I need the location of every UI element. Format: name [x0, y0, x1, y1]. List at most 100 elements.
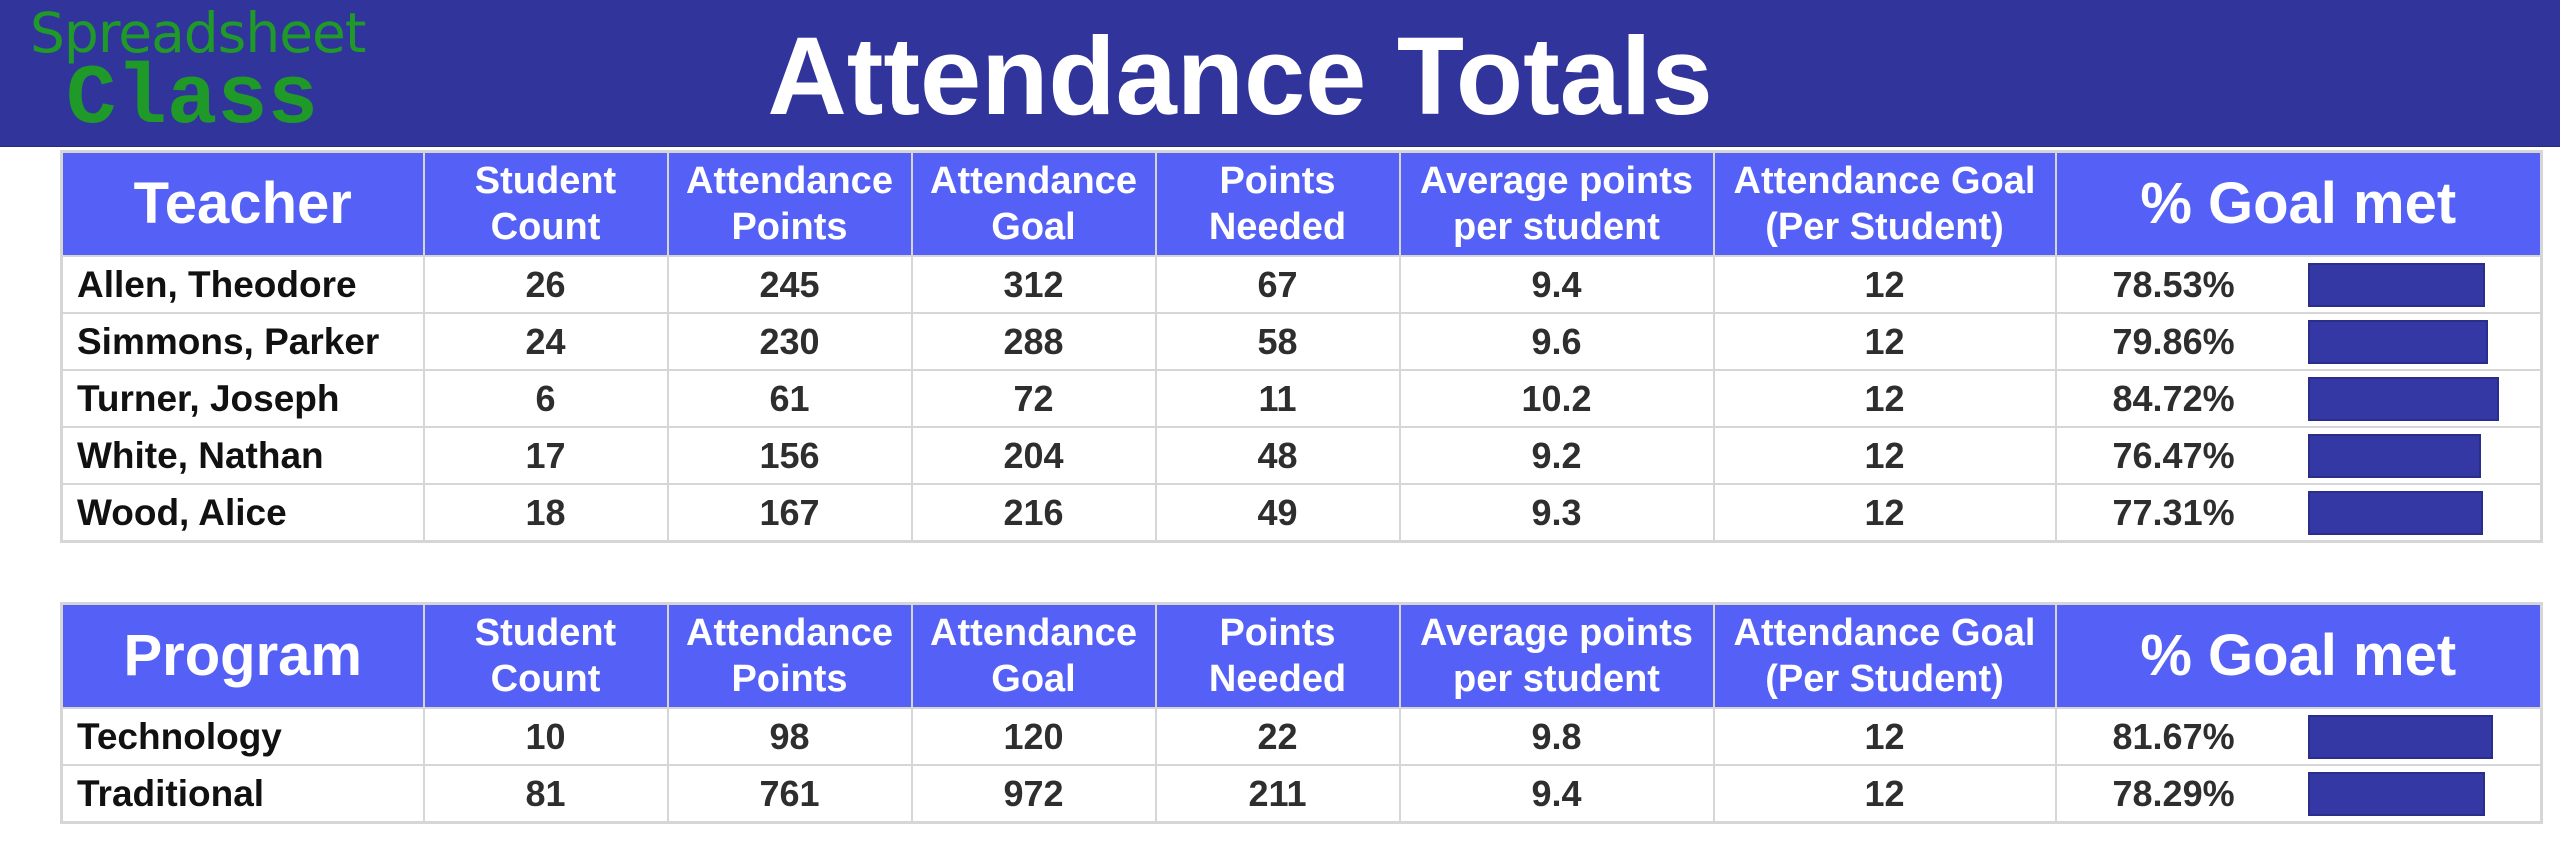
teacher-cell-pct-goal-met[interactable]: 78.53% [2054, 255, 2543, 314]
teacher-cell-name[interactable]: Allen, Theodore [60, 255, 425, 314]
teacher-table-header: Teacher Student Count Attendance Points Atten… [60, 150, 2543, 257]
teacher-row: White, Nathan 17 156 204 48 9.2 12 76.47% [60, 426, 2543, 485]
program-cell-attendance-points[interactable]: 761 [666, 764, 913, 824]
teacher-cell-attendance-points[interactable]: 61 [666, 369, 913, 428]
program-header-student-count: Student Count [422, 602, 669, 709]
teacher-table-body: Allen, Theodore 26 245 312 67 9.4 12 78.53% Simm… [60, 255, 2543, 543]
program-cell-student-count[interactable]: 10 [422, 707, 669, 766]
teacher-cell-name[interactable]: Turner, Joseph [60, 369, 425, 428]
teacher-cell-avg-points[interactable]: 9.3 [1398, 483, 1715, 543]
program-header-text: Attendance [686, 612, 893, 654]
teacher-pct-value: 79.86% [2112, 320, 2235, 362]
program-cell-attendance-points[interactable]: 98 [666, 707, 913, 766]
program-header-text: Points [1219, 612, 1336, 654]
teacher-cell-attendance-points[interactable]: 245 [666, 255, 913, 314]
teacher-cell-goal-per-student[interactable]: 12 [1712, 255, 2057, 314]
teacher-header-avg-points: Average points per student [1398, 150, 1715, 257]
teacher-cell-student-count[interactable]: 6 [422, 369, 669, 428]
program-cell-attendance-goal[interactable]: 120 [910, 707, 1157, 766]
program-cell-goal-per-student[interactable]: 12 [1712, 707, 2057, 766]
teacher-row: Turner, Joseph 6 61 72 11 10.2 12 84.72% [60, 369, 2543, 428]
teacher-cell-avg-points[interactable]: 9.4 [1398, 255, 1715, 314]
teacher-header-goal-per-student: Attendance Goal (Per Student) [1712, 150, 2057, 257]
program-cell-goal-per-student[interactable]: 12 [1712, 764, 2057, 824]
program-table-section: Program Student Count Attendance Points Atten… [60, 602, 2543, 824]
program-row: Technology 10 98 120 22 9.8 12 81.67% [60, 707, 2543, 766]
program-table-body: Technology 10 98 120 22 9.8 12 81.67% Traditiona… [60, 707, 2543, 824]
logo-text-spreadsheet: Spreadsheet [30, 1, 366, 65]
teacher-cell-goal-per-student[interactable]: 12 [1712, 312, 2057, 371]
teacher-attendance-table: Teacher Student Count Attendance Points Atten… [60, 150, 2543, 543]
teacher-row: Simmons, Parker 24 230 288 58 9.6 12 79.86% [60, 312, 2543, 371]
teacher-cell-avg-points[interactable]: 9.2 [1398, 426, 1715, 485]
teacher-cell-name[interactable]: Wood, Alice [60, 483, 425, 543]
teacher-cell-points-needed[interactable]: 49 [1154, 483, 1401, 543]
program-header-text: Student [474, 612, 617, 654]
program-header-text: Needed [1208, 658, 1347, 700]
program-goal-bar [2307, 715, 2493, 759]
teacher-cell-pct-goal-met[interactable]: 84.72% [2054, 369, 2543, 428]
program-attendance-table: Program Student Count Attendance Points Atten… [60, 602, 2543, 824]
teacher-cell-attendance-goal[interactable]: 216 [910, 483, 1157, 543]
program-header-text: Attendance Goal [1733, 612, 2036, 654]
teacher-cell-student-count[interactable]: 18 [422, 483, 669, 543]
program-cell-avg-points[interactable]: 9.8 [1398, 707, 1715, 766]
logo-text-class: Class [66, 53, 319, 148]
teacher-cell-points-needed[interactable]: 67 [1154, 255, 1401, 314]
page-title: Attendance Totals [767, 15, 1713, 138]
teacher-cell-attendance-goal[interactable]: 288 [910, 312, 1157, 371]
teacher-cell-points-needed[interactable]: 58 [1154, 312, 1401, 371]
program-header-text: (Per Student) [1765, 658, 2004, 700]
program-header-text: Goal [991, 658, 1076, 700]
program-cell-attendance-goal[interactable]: 972 [910, 764, 1157, 824]
teacher-header-points-needed: Points Needed [1154, 150, 1401, 257]
teacher-cell-attendance-goal[interactable]: 204 [910, 426, 1157, 485]
program-cell-name[interactable]: Technology [60, 707, 425, 766]
teacher-cell-points-needed[interactable]: 11 [1154, 369, 1401, 428]
teacher-goal-bar [2307, 377, 2499, 421]
teacher-cell-student-count[interactable]: 24 [422, 312, 669, 371]
program-cell-points-needed[interactable]: 211 [1154, 764, 1401, 824]
teacher-cell-attendance-goal[interactable]: 312 [910, 255, 1157, 314]
teacher-cell-pct-goal-met[interactable]: 79.86% [2054, 312, 2543, 371]
teacher-cell-student-count[interactable]: 17 [422, 426, 669, 485]
program-cell-points-needed[interactable]: 22 [1154, 707, 1401, 766]
teacher-cell-points-needed[interactable]: 48 [1154, 426, 1401, 485]
teacher-cell-name[interactable]: Simmons, Parker [60, 312, 425, 371]
teacher-cell-goal-per-student[interactable]: 12 [1712, 426, 2057, 485]
teacher-cell-pct-goal-met[interactable]: 77.31% [2054, 483, 2543, 543]
teacher-cell-pct-goal-met[interactable]: 76.47% [2054, 426, 2543, 485]
program-pct-value: 81.67% [2112, 715, 2235, 757]
teacher-header-attendance-goal: Attendance Goal [910, 150, 1157, 257]
teacher-table-section: Teacher Student Count Attendance Points Atten… [60, 150, 2543, 543]
program-header-name: Program [60, 602, 425, 709]
teacher-cell-goal-per-student[interactable]: 12 [1712, 483, 2057, 543]
teacher-header-text: Attendance [686, 160, 893, 202]
program-header-pct-goal-met: % Goal met [2054, 602, 2543, 709]
teacher-header-text: Attendance [930, 160, 1137, 202]
teacher-cell-attendance-points[interactable]: 156 [666, 426, 913, 485]
program-cell-pct-goal-met[interactable]: 81.67% [2054, 707, 2543, 766]
teacher-cell-attendance-points[interactable]: 167 [666, 483, 913, 543]
teacher-header-pct-goal-met: % Goal met [2054, 150, 2543, 257]
teacher-cell-goal-per-student[interactable]: 12 [1712, 369, 2057, 428]
teacher-cell-name[interactable]: White, Nathan [60, 426, 425, 485]
program-cell-avg-points[interactable]: 9.4 [1398, 764, 1715, 824]
program-cell-name[interactable]: Traditional [60, 764, 425, 824]
teacher-cell-attendance-points[interactable]: 230 [666, 312, 913, 371]
program-cell-pct-goal-met[interactable]: 78.29% [2054, 764, 2543, 824]
teacher-cell-attendance-goal[interactable]: 72 [910, 369, 1157, 428]
teacher-header-text: Student [474, 160, 617, 202]
teacher-cell-avg-points[interactable]: 9.6 [1398, 312, 1715, 371]
teacher-cell-avg-points[interactable]: 10.2 [1398, 369, 1715, 428]
teacher-header-text: Needed [1208, 206, 1347, 248]
program-header-attendance-points: Attendance Points [666, 602, 913, 709]
teacher-row: Wood, Alice 18 167 216 49 9.3 12 77.31% [60, 483, 2543, 543]
teacher-header-row: Teacher Student Count Attendance Points Atten… [60, 150, 2543, 257]
program-cell-student-count[interactable]: 81 [422, 764, 669, 824]
program-header-avg-points: Average points per student [1398, 602, 1715, 709]
title-banner: Spreadsheet Class Attendance Totals [0, 0, 2560, 147]
teacher-cell-student-count[interactable]: 26 [422, 255, 669, 314]
teacher-goal-bar [2307, 263, 2485, 307]
teacher-pct-value: 84.72% [2112, 377, 2235, 419]
